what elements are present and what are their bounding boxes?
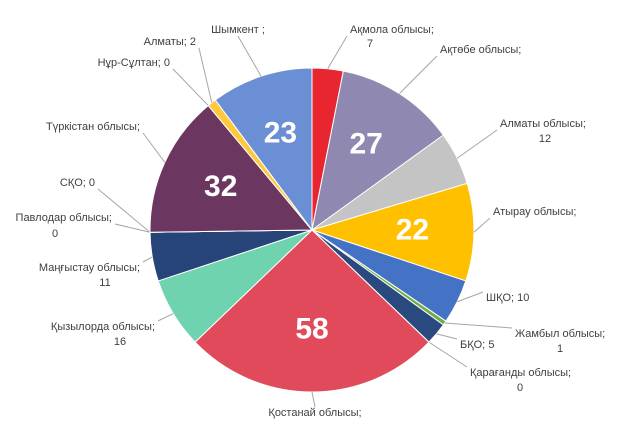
value-label: 11 xyxy=(99,277,110,289)
slice-label: Нұр-Сұлтан; 0 xyxy=(98,57,170,69)
category-label: Ақмола облысы; xyxy=(350,24,434,36)
category-label: Қарағанды облысы; xyxy=(470,367,571,379)
value-label: 58 xyxy=(295,312,328,345)
category-label: Алматы; xyxy=(144,36,187,48)
leader-line xyxy=(172,68,209,106)
leader-line xyxy=(436,333,458,340)
slice-label: Қызылорда облысы; xyxy=(51,321,155,333)
slice-label: Павлодар облысы; xyxy=(16,212,112,224)
category-label: Маңғыстау облысы; xyxy=(39,262,140,274)
slice-label: Маңғыстау облысы; xyxy=(39,262,140,274)
category-label: Шымкент ; xyxy=(211,24,265,36)
value-label: 22 xyxy=(396,213,429,246)
leader-line xyxy=(457,291,484,303)
value-label: 16 xyxy=(114,336,126,348)
leader-line xyxy=(444,322,513,329)
category-label: Қызылорда облысы; xyxy=(51,321,155,333)
slice-label: Алматы облысы; xyxy=(500,118,586,130)
value-label: 0 xyxy=(52,228,58,240)
category-label: БҚО; xyxy=(460,339,485,351)
leader-line xyxy=(237,35,262,77)
slice-label: СҚО; 0 xyxy=(60,177,95,189)
value-label: 12 xyxy=(539,133,551,145)
value-label: 23 xyxy=(264,117,297,150)
value-label: 2 xyxy=(190,36,196,48)
category-label: Атырау облысы; xyxy=(493,206,576,218)
category-label: Жамбыл облысы; xyxy=(515,328,605,340)
category-label: ШҚО; xyxy=(486,292,514,304)
leader-line xyxy=(142,132,166,163)
leader-line xyxy=(157,313,174,322)
value-label: 0 xyxy=(164,57,170,69)
leader-line xyxy=(97,188,151,233)
slice-label: Ақтөбе облысы; xyxy=(440,44,521,56)
leader-line xyxy=(114,223,151,233)
leader-line xyxy=(399,55,438,94)
pie-slice xyxy=(149,104,314,233)
leader-line xyxy=(311,391,316,408)
category-label: СҚО; xyxy=(60,177,86,189)
leader-line xyxy=(473,217,491,233)
slice-label: ШҚО; 10 xyxy=(486,292,529,304)
slice-label: Алматы; 2 xyxy=(144,36,196,48)
value-label: 5 xyxy=(488,339,494,351)
leader-line xyxy=(142,256,153,263)
slice-label: Жамбыл облысы; xyxy=(515,328,605,340)
slice-label: Қостанай облысы; xyxy=(268,407,361,419)
category-label: Түркістан облысы; xyxy=(46,121,140,133)
slice-label: Атырау облысы; xyxy=(493,206,576,218)
value-label: 32 xyxy=(204,170,237,203)
value-label: 7 xyxy=(367,38,373,50)
value-label: 0 xyxy=(89,177,95,189)
leader-line xyxy=(198,47,213,103)
slice-label: Ақмола облысы; xyxy=(350,24,434,36)
value-label: 0 xyxy=(517,382,523,394)
category-label: Ақтөбе облысы; xyxy=(440,44,521,56)
slice-label: Шымкент ; xyxy=(211,24,265,36)
pie-slice xyxy=(310,182,475,282)
category-label: Нұр-Сұлтан; xyxy=(98,57,161,69)
value-label: 27 xyxy=(350,127,383,160)
value-label: 10 xyxy=(517,292,529,304)
leader-line xyxy=(428,341,468,368)
slice-label: Қарағанды облысы; xyxy=(470,367,571,379)
value-label: 1 xyxy=(557,343,563,355)
pie-slice xyxy=(311,70,445,232)
pie-slice xyxy=(194,229,430,393)
category-label: Алматы облысы; xyxy=(500,118,586,130)
slice-label: Түркістан облысы; xyxy=(46,121,140,133)
leader-line xyxy=(327,35,348,70)
slice-label: БҚО; 5 xyxy=(460,339,494,351)
leader-line xyxy=(456,129,498,159)
category-label: Павлодар облысы; xyxy=(16,212,112,224)
category-label: Қостанай облысы; xyxy=(268,407,361,419)
